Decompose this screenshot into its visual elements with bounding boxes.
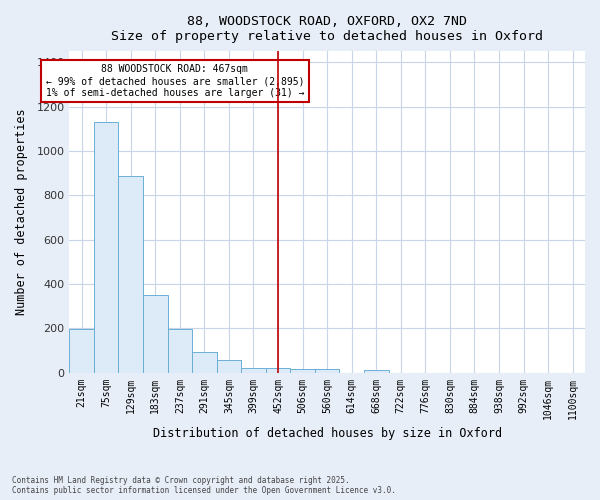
Bar (290, 370, 315, 372)
Bar (94, 122, 118, 372)
Bar (192, 352, 217, 372)
Bar (241, 368, 266, 372)
Bar (217, 360, 241, 372)
Bar (70, 329, 94, 372)
Y-axis label: Number of detached properties: Number of detached properties (15, 108, 28, 315)
X-axis label: Distribution of detached houses by size in Oxford: Distribution of detached houses by size … (152, 427, 502, 440)
Bar (364, 370, 389, 372)
Bar (167, 329, 192, 372)
Bar (266, 368, 290, 372)
Title: 88, WOODSTOCK ROAD, OXFORD, OX2 7ND
Size of property relative to detached houses: 88, WOODSTOCK ROAD, OXFORD, OX2 7ND Size… (111, 15, 543, 43)
Bar (315, 370, 340, 372)
Text: Contains HM Land Registry data © Crown copyright and database right 2025.
Contai: Contains HM Land Registry data © Crown c… (12, 476, 396, 495)
Text: 88 WOODSTOCK ROAD: 467sqm
← 99% of detached houses are smaller (2,895)
1% of sem: 88 WOODSTOCK ROAD: 467sqm ← 99% of detac… (46, 64, 304, 98)
Bar (143, 295, 167, 372)
Bar (118, 176, 143, 372)
